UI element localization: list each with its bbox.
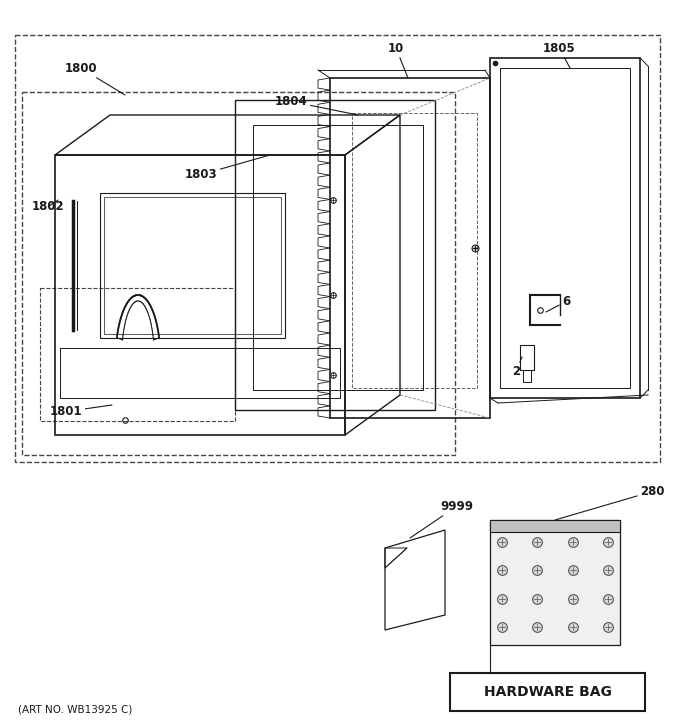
Bar <box>253 125 423 390</box>
Text: 6: 6 <box>546 295 571 312</box>
Bar <box>520 345 534 370</box>
Text: 2: 2 <box>512 357 522 378</box>
Bar <box>490 520 620 532</box>
Text: 1802: 1802 <box>32 200 65 213</box>
Bar <box>523 370 531 382</box>
Bar <box>490 58 640 398</box>
Text: HARDWARE BAG: HARDWARE BAG <box>483 685 611 699</box>
Text: 9999: 9999 <box>410 500 473 538</box>
Bar <box>104 197 281 334</box>
Text: 1800: 1800 <box>65 62 125 95</box>
Bar <box>450 673 645 711</box>
Bar <box>490 520 620 645</box>
Bar <box>500 68 630 388</box>
Bar <box>235 100 435 410</box>
Text: 1803: 1803 <box>185 155 270 181</box>
Bar <box>55 155 345 435</box>
Bar <box>330 78 490 418</box>
Bar <box>22 92 455 455</box>
Text: 1805: 1805 <box>543 42 576 68</box>
Bar <box>40 288 235 421</box>
Text: (ART NO. WB13925 C): (ART NO. WB13925 C) <box>18 705 133 715</box>
Bar <box>60 348 340 398</box>
Text: 10: 10 <box>388 42 408 78</box>
Bar <box>100 193 285 338</box>
Bar <box>352 113 477 388</box>
Text: 1804: 1804 <box>275 95 358 115</box>
Text: 1801: 1801 <box>50 405 112 418</box>
Text: 280: 280 <box>555 485 664 520</box>
Bar <box>15 35 660 462</box>
